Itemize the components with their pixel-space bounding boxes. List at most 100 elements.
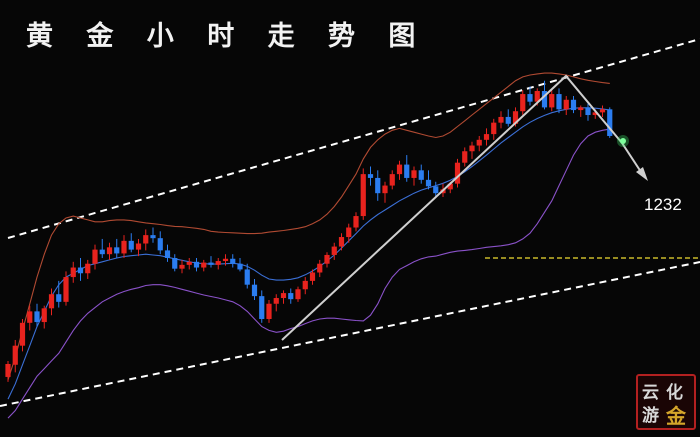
logo-char: 化 (666, 383, 683, 403)
candle-body (302, 280, 308, 290)
candle-body (563, 99, 569, 110)
logo-char: 云 (642, 383, 659, 403)
candle-body (433, 186, 439, 194)
candle-body (63, 277, 69, 302)
candle-body (186, 261, 192, 265)
candle-body (244, 269, 250, 285)
candle-body (309, 272, 316, 281)
lower-bollinger-band (7, 128, 610, 419)
candle-body (164, 250, 171, 258)
candle-body (41, 308, 47, 323)
candle-body (512, 111, 519, 124)
candle-body (599, 109, 606, 113)
candle-body (498, 116, 504, 123)
candle-body (77, 267, 84, 274)
candle-body (128, 240, 134, 250)
candle-body (389, 174, 395, 186)
brand-logo: 云 化 游 金 (636, 374, 696, 430)
candle-body (193, 261, 200, 268)
candle-body (331, 246, 337, 255)
candle-body (121, 240, 127, 254)
candle-body (27, 311, 33, 323)
candle-body (288, 293, 294, 300)
candle-body (157, 238, 163, 251)
candle-body (99, 249, 105, 255)
logo-char: 金 (666, 404, 686, 428)
candle-body (353, 216, 359, 228)
candle-body (179, 264, 185, 269)
candle-body (375, 177, 381, 194)
candle-body (367, 174, 374, 178)
candle-body (34, 311, 40, 323)
candle-body (469, 145, 475, 152)
upper-channel-line (7, 38, 700, 239)
candle-body (462, 151, 468, 163)
candle-body (527, 94, 533, 102)
candle-body (534, 91, 540, 102)
candle-body (150, 235, 156, 239)
candle-body (295, 289, 301, 300)
trend-arrow-path (281, 74, 623, 341)
candle-body (106, 247, 113, 255)
candle-body (396, 164, 403, 175)
candle-body (607, 109, 613, 136)
candle-body (592, 112, 598, 116)
logo-char: 游 (642, 406, 659, 426)
candle-body (411, 170, 417, 178)
candle-body (230, 258, 236, 264)
candle-body (425, 179, 432, 187)
candle-body (491, 122, 497, 135)
candle-body (19, 322, 26, 346)
candle-body (70, 267, 76, 278)
candle-body (317, 263, 323, 273)
candle-body (208, 262, 214, 265)
candle-body (520, 94, 526, 112)
candle-body (541, 91, 548, 108)
candle-body (360, 174, 366, 217)
candle-body (85, 263, 91, 274)
candle-body (5, 363, 11, 377)
candle-body (280, 293, 287, 299)
forecast-arrow-head (636, 167, 648, 181)
candle-body (92, 249, 98, 264)
candle-body (48, 294, 55, 309)
candle-body (273, 298, 279, 304)
candle-body (222, 258, 229, 262)
candle-body (338, 237, 345, 247)
candle-body (324, 254, 330, 264)
candle-body (201, 262, 207, 268)
candle-body (56, 294, 62, 302)
candle-body (476, 139, 482, 146)
candle-body (418, 170, 424, 180)
candle-body (251, 284, 258, 297)
candle-body (135, 243, 142, 250)
candle-body (454, 162, 461, 184)
candle-body (266, 303, 272, 319)
candle-body (483, 134, 490, 140)
candle-body (404, 164, 410, 178)
price-level-label: 1232 (644, 195, 682, 214)
candle-body (12, 345, 18, 365)
last-price-dot (620, 138, 626, 144)
middle-bollinger-band (7, 107, 610, 400)
candle-body (382, 185, 388, 194)
candle-body (570, 99, 577, 111)
upper-bollinger-band (7, 72, 610, 381)
candle-body (346, 227, 352, 238)
candle-body (114, 247, 120, 254)
candle-body (172, 258, 178, 269)
chart-title: 黄 金 小 时 走 势 图 (26, 21, 428, 52)
candle-body (505, 116, 511, 124)
candle-body (585, 107, 591, 116)
candle-body (447, 183, 453, 190)
candle-body (259, 296, 265, 319)
candle-body (237, 263, 243, 270)
candle-body (578, 107, 584, 111)
candle-body (143, 235, 149, 244)
candle-body (215, 261, 221, 265)
candle-body (556, 94, 562, 110)
lower-channel-line (0, 261, 700, 407)
candle-body (549, 94, 555, 108)
